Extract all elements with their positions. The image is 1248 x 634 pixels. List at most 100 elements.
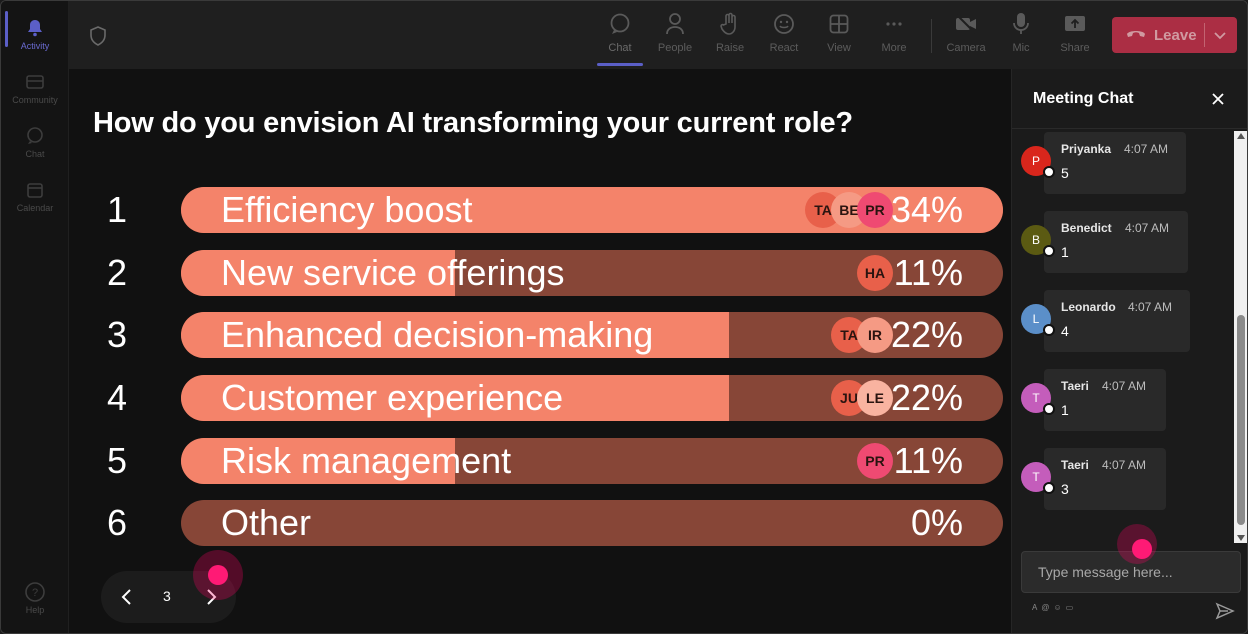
- scroll-up-arrow-icon[interactable]: [1237, 133, 1245, 139]
- chat-message: Taeri 4:07 AM 3 T: [1012, 448, 1242, 512]
- presence-status-icon: [1043, 166, 1055, 178]
- share-button-label: Share: [1060, 42, 1090, 54]
- option-percent: 22%: [890, 377, 963, 418]
- page-number: 3: [163, 588, 171, 604]
- share-screen-icon: [1063, 11, 1087, 37]
- more-dots-icon: [882, 11, 906, 37]
- voter-avatars: TA IR: [831, 317, 893, 353]
- option-label: New service offerings: [221, 252, 565, 293]
- chat-header: Meeting Chat: [1012, 69, 1247, 129]
- close-icon[interactable]: [1210, 91, 1226, 112]
- meeting-toolbar: Chat People Raise React View: [69, 1, 1247, 69]
- option-number: 5: [107, 440, 128, 481]
- chevron-down-icon[interactable]: [1212, 25, 1228, 50]
- message-time: 4:07 AM: [1125, 221, 1170, 235]
- app-rail: Activity Community Chat Calendar ? Help: [1, 1, 69, 633]
- rail-item-label: Help: [25, 605, 45, 615]
- rail-item-calendar[interactable]: Calendar: [1, 171, 69, 223]
- chat-icon: [24, 125, 46, 147]
- attach-icon[interactable]: @: [1041, 603, 1050, 612]
- message-bubble: Taeri 4:07 AM 3: [1044, 448, 1166, 510]
- message-time: 4:07 AM: [1124, 142, 1169, 156]
- camera-button-label: Camera: [946, 42, 986, 54]
- chat-message-input[interactable]: [1021, 551, 1241, 593]
- people-button-label: People: [657, 42, 693, 54]
- format-text-icon[interactable]: A: [1032, 603, 1038, 612]
- message-bubble: Taeri 4:07 AM 1: [1044, 369, 1166, 431]
- option-label: Enhanced decision-making: [221, 314, 654, 355]
- option-percent: 22%: [890, 314, 963, 355]
- send-icon[interactable]: [1215, 601, 1235, 626]
- react-button[interactable]: React: [758, 11, 810, 61]
- option-number: 1: [107, 189, 128, 230]
- message-text: 5: [1061, 165, 1069, 181]
- option-fill: [181, 250, 455, 296]
- presence-status-icon: [1043, 245, 1055, 257]
- message-text: 1: [1061, 244, 1069, 260]
- camera-button[interactable]: Camera: [940, 11, 992, 61]
- view-button[interactable]: View: [813, 11, 865, 61]
- option-label: Risk management: [221, 440, 512, 481]
- poll-option-bar[interactable]: Other 0%: [181, 500, 1003, 546]
- calendar-icon: [24, 179, 46, 201]
- scroll-down-arrow-icon[interactable]: [1237, 535, 1245, 541]
- chat-button[interactable]: Chat: [594, 11, 646, 61]
- chevron-left-icon[interactable]: [117, 585, 137, 614]
- scroll-thumb[interactable]: [1237, 315, 1245, 525]
- rail-item-community[interactable]: Community: [1, 63, 69, 115]
- svg-text:?: ?: [32, 587, 38, 599]
- poll-option-bar[interactable]: Risk management 11% PR: [181, 438, 1003, 484]
- message-bubble: Leonardo 4:07 AM 4: [1044, 290, 1190, 352]
- gif-icon[interactable]: ▭: [1065, 603, 1074, 612]
- people-button[interactable]: People: [649, 11, 701, 61]
- chat-message: Benedict 4:07 AM 1 B: [1012, 211, 1242, 275]
- chat-message: Priyanka 4:07 AM 5 P: [1012, 132, 1242, 196]
- rail-item-label: Community: [12, 95, 58, 105]
- pointer-highlight: [1117, 524, 1157, 564]
- rail-item-help[interactable]: ? Help: [1, 573, 69, 625]
- poll-option-bar[interactable]: New service offerings 11% HA: [181, 250, 1003, 296]
- more-button[interactable]: More: [868, 11, 920, 61]
- leave-button-label: Leave: [1154, 26, 1197, 44]
- poll-slide: How do you envision AI transforming your…: [69, 69, 1011, 633]
- sender-name: Benedict: [1061, 221, 1112, 235]
- format-toolbar: A @ ☺ ▭: [1032, 603, 1073, 612]
- voter-avatar: LE: [857, 380, 893, 416]
- chat-message: Leonardo 4:07 AM 4 L: [1012, 290, 1242, 354]
- chat-scrollbar[interactable]: [1234, 131, 1247, 543]
- message-time: 4:07 AM: [1102, 458, 1147, 472]
- poll-option-bar[interactable]: Customer experience 22% JU LE: [181, 375, 1003, 421]
- active-tab-indicator: [597, 63, 643, 66]
- rail-item-chat[interactable]: Chat: [1, 117, 69, 169]
- raise-hand-button[interactable]: Raise: [704, 11, 756, 61]
- emoji-icon[interactable]: ☺: [1053, 603, 1062, 612]
- option-fill: [181, 438, 455, 484]
- toolbar-divider: [931, 19, 932, 53]
- shield-icon[interactable]: [89, 26, 107, 51]
- poll-option-bar[interactable]: Enhanced decision-making 22% TA IR: [181, 312, 1003, 358]
- rail-item-label: Chat: [25, 149, 45, 159]
- message-text: 4: [1061, 323, 1069, 339]
- help-icon: ?: [24, 581, 46, 603]
- message-time: 4:07 AM: [1102, 379, 1147, 393]
- option-label: Efficiency boost: [221, 189, 473, 230]
- rail-item-activity[interactable]: Activity: [1, 9, 69, 61]
- smiley-icon: [772, 11, 796, 37]
- option-number: 3: [107, 314, 128, 355]
- leave-button[interactable]: Leave: [1112, 17, 1237, 53]
- message-text: 1: [1061, 402, 1069, 418]
- option-percent: 11%: [893, 252, 963, 293]
- share-button[interactable]: Share: [1049, 11, 1101, 61]
- camera-off-icon: [954, 11, 978, 37]
- more-button-label: More: [881, 42, 907, 54]
- option-number: 4: [107, 377, 128, 418]
- message-time: 4:07 AM: [1128, 300, 1173, 314]
- option-number: 6: [107, 502, 128, 543]
- chevron-right-icon[interactable]: [201, 585, 221, 614]
- voter-avatars: HA: [857, 255, 893, 291]
- mic-button[interactable]: Mic: [995, 11, 1047, 61]
- voter-avatar: PR: [857, 192, 893, 228]
- leave-button-divider: [1204, 23, 1205, 47]
- mic-icon: [1009, 11, 1033, 37]
- poll-option-bar[interactable]: Efficiency boost 34% TA BE PR: [181, 187, 1003, 233]
